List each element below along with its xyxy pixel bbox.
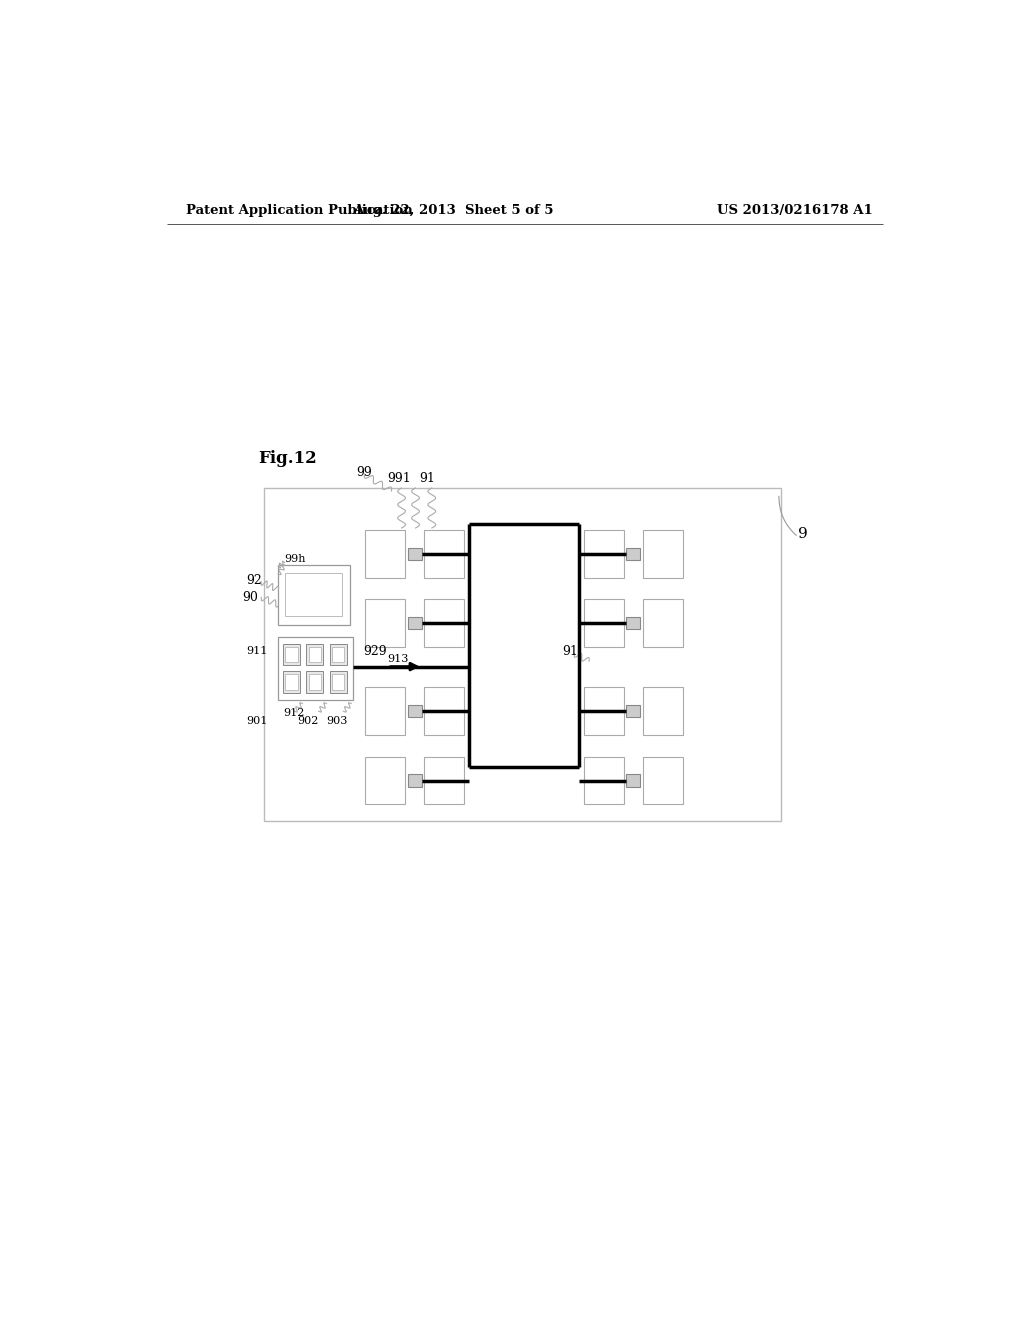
Bar xyxy=(627,616,640,628)
Bar xyxy=(285,573,342,615)
Bar xyxy=(424,688,464,735)
Bar xyxy=(584,688,624,735)
Bar xyxy=(643,599,683,647)
Bar xyxy=(330,644,346,665)
Bar xyxy=(424,531,464,578)
Bar xyxy=(643,688,683,735)
Bar xyxy=(408,775,422,787)
Text: 902: 902 xyxy=(297,715,318,726)
Bar xyxy=(332,647,344,663)
Text: 90: 90 xyxy=(243,591,259,603)
Bar xyxy=(424,756,464,804)
Bar xyxy=(627,705,640,718)
Bar xyxy=(643,756,683,804)
Text: Aug. 22, 2013  Sheet 5 of 5: Aug. 22, 2013 Sheet 5 of 5 xyxy=(353,205,554,218)
Bar xyxy=(627,775,640,787)
Bar xyxy=(627,548,640,560)
Text: 99h: 99h xyxy=(285,554,306,564)
Bar xyxy=(408,616,422,628)
Text: 901: 901 xyxy=(246,715,267,726)
Bar xyxy=(306,671,324,693)
Bar xyxy=(643,531,683,578)
Bar xyxy=(308,675,321,689)
Text: 929: 929 xyxy=(364,644,387,657)
Bar xyxy=(286,675,298,689)
Bar xyxy=(424,599,464,647)
Bar xyxy=(283,671,300,693)
Bar xyxy=(332,675,344,689)
Bar xyxy=(366,688,406,735)
Bar xyxy=(408,705,422,718)
Text: Patent Application Publication: Patent Application Publication xyxy=(186,205,413,218)
Text: 913: 913 xyxy=(387,653,409,664)
Text: US 2013/0216178 A1: US 2013/0216178 A1 xyxy=(717,205,872,218)
Bar xyxy=(366,531,406,578)
Bar xyxy=(283,644,300,665)
Bar xyxy=(366,599,406,647)
Bar xyxy=(308,647,321,663)
Bar xyxy=(279,638,352,701)
Text: 912: 912 xyxy=(283,708,304,718)
Bar xyxy=(263,488,781,821)
Text: 911: 911 xyxy=(246,647,267,656)
Bar xyxy=(584,599,624,647)
Bar xyxy=(286,647,298,663)
Text: 91: 91 xyxy=(562,644,578,657)
Text: Fig.12: Fig.12 xyxy=(258,450,317,467)
Bar xyxy=(366,756,406,804)
Bar xyxy=(408,548,422,560)
Text: 91: 91 xyxy=(420,473,435,486)
Text: 903: 903 xyxy=(327,715,348,726)
Bar xyxy=(306,644,324,665)
Bar xyxy=(584,756,624,804)
Bar xyxy=(330,671,346,693)
Text: 92: 92 xyxy=(246,574,261,587)
Text: 991: 991 xyxy=(387,473,411,486)
Bar xyxy=(584,531,624,578)
Text: 9: 9 xyxy=(799,527,808,541)
Text: 99: 99 xyxy=(356,466,372,479)
Bar xyxy=(279,565,349,626)
